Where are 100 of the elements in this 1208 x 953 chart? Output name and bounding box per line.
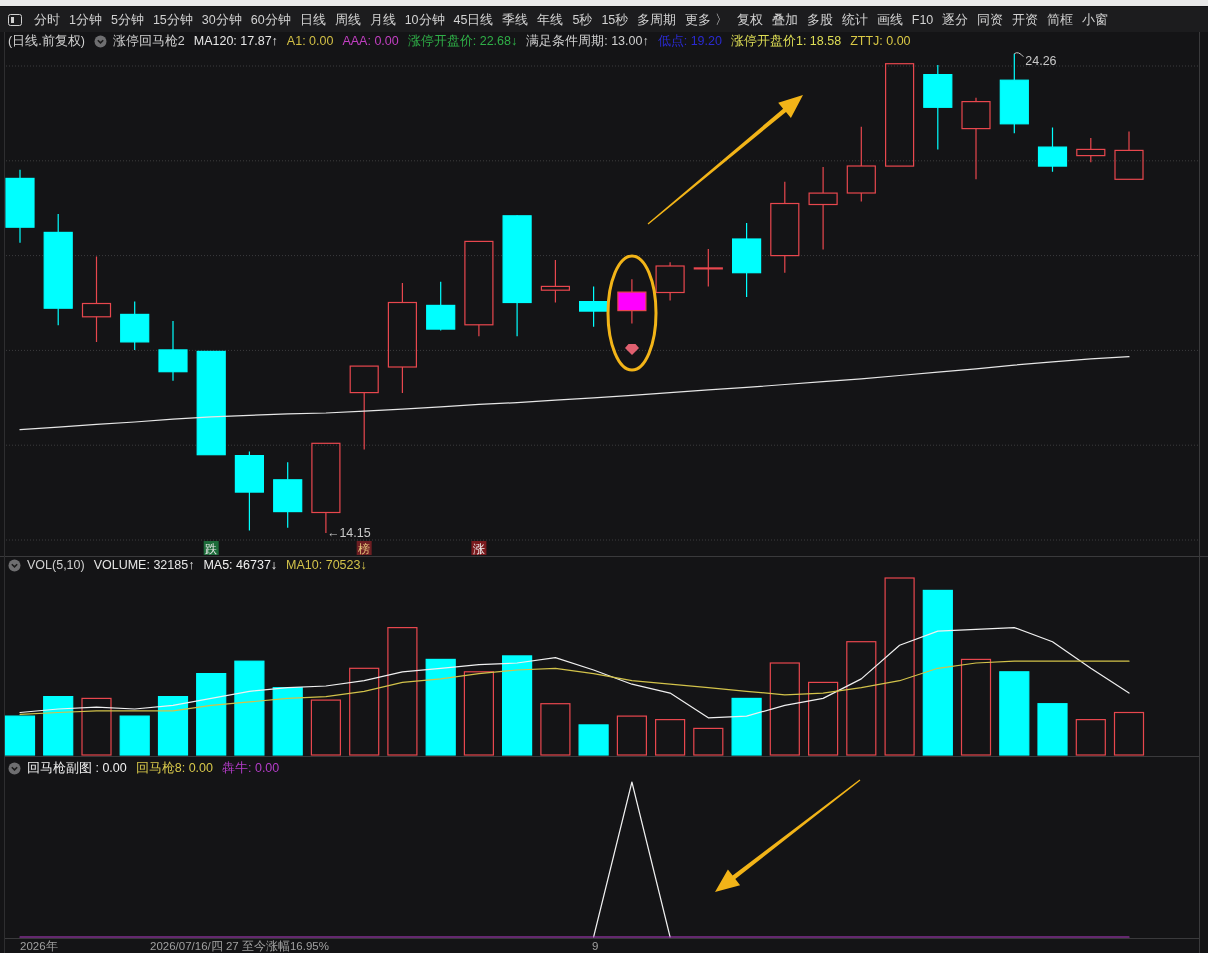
text: 跌 (205, 541, 218, 556)
bar (578, 724, 609, 756)
bar (43, 696, 74, 756)
text: 2026年 (20, 940, 58, 952)
bar (1037, 703, 1068, 756)
text: 回马枪副图 : 0.00 (27, 760, 127, 776)
text: MA5: 46737↓ (203, 557, 278, 573)
candlestick (846, 126, 876, 203)
category-label: 小窗 (1082, 9, 1109, 30)
bar (616, 715, 647, 756)
category-label: 复权 (736, 9, 763, 30)
text: 24.26 (1025, 53, 1057, 68)
candlestick (120, 301, 150, 351)
text: 犇牛: 0.00 (221, 760, 280, 776)
category-label: 周线 (334, 9, 361, 30)
text: 9 (592, 940, 599, 952)
bar (769, 662, 800, 756)
text: AAA: 0.00 (342, 33, 399, 49)
bar (922, 589, 953, 756)
candlestick (273, 461, 303, 529)
bar (81, 697, 112, 756)
bar (425, 658, 456, 756)
bar (387, 627, 418, 756)
text: 榜 (358, 541, 371, 556)
candlestick (5, 169, 35, 244)
candlestick (808, 166, 838, 251)
text: ←14.15 (326, 526, 371, 541)
legend-label: 回马枪8: 0.00 (135, 760, 213, 776)
bar (502, 655, 533, 756)
category-label: 月线 (369, 9, 396, 30)
category-label: 逐分 (942, 9, 969, 30)
candlestick (158, 320, 188, 382)
bar (884, 577, 915, 756)
candlestick (923, 64, 953, 150)
category-label: 简框 (1047, 9, 1074, 30)
category-label: 5秒 (572, 9, 593, 30)
category-label: 开资 (1012, 9, 1039, 30)
category-label: 30分钟 (201, 9, 242, 30)
bar (1075, 719, 1106, 756)
bar (808, 681, 839, 756)
bar (999, 671, 1030, 756)
text: 涨 (472, 541, 485, 556)
chart-subtitle: (日线.前复权) (8, 33, 85, 49)
category-label: 更多 〉 (685, 9, 728, 30)
chart-title: VOL(5,10) (27, 557, 85, 573)
category-label: F10 (911, 9, 934, 30)
category-label: 60分钟 (250, 9, 291, 30)
candlestick (349, 365, 379, 451)
bar (157, 696, 189, 756)
category-label: 15秒 (601, 9, 629, 30)
candlestick (579, 285, 609, 328)
candlestick (961, 97, 991, 180)
bar (234, 660, 265, 756)
category-label: 分时 (34, 9, 60, 30)
category-label: 15分钟 (152, 9, 193, 30)
category-label: 多周期 (637, 9, 677, 30)
text: ZTTJ: 0.00 (850, 33, 911, 49)
text: 涨停开盘价: 22.68↓ (407, 33, 518, 49)
candlestick (732, 222, 762, 298)
candlestick (770, 181, 800, 274)
category-label: 叠加 (771, 9, 798, 30)
category-label: 45日线 (453, 9, 494, 30)
bar (463, 671, 494, 756)
text: 低点: 19.20 (657, 33, 722, 49)
chart-title: 涨停回马枪2 (112, 33, 185, 49)
bar (349, 667, 380, 756)
candlestick (387, 282, 417, 394)
category-label: 同资 (977, 9, 1004, 30)
candlestick (43, 213, 73, 326)
text: 满足条件周期: 13.00↑ (526, 33, 649, 49)
candlestick (234, 450, 264, 532)
category-label: 1分钟 (69, 9, 102, 30)
bar (960, 658, 992, 756)
category-label: 年线 (537, 9, 564, 30)
candlestick (426, 281, 456, 330)
candlestick (464, 240, 494, 337)
text: 涨停开盘价1: 18.58 (730, 33, 842, 49)
text: 2026/07/16/四 27 至今涨幅16.95% (150, 940, 329, 952)
category-label: 季线 (502, 9, 529, 30)
category-label: 5分钟 (110, 9, 144, 30)
text: A1: 0.00 (286, 33, 334, 49)
bar (655, 719, 686, 756)
text: VOLUME: 32185↑ (93, 557, 195, 573)
category-label: 10分钟 (404, 9, 445, 30)
category-label: 多股 (806, 9, 833, 30)
category-label: 画线 (876, 9, 903, 30)
bar (731, 697, 762, 756)
bar (310, 699, 341, 756)
category-label: 日线 (299, 9, 326, 30)
candlestick (1114, 130, 1144, 180)
bar (196, 673, 227, 756)
bar (119, 715, 150, 756)
text: MA120: 17.87↑ (193, 33, 278, 49)
candlestick (1037, 127, 1068, 173)
text: MA10: 70523↓ (286, 557, 367, 573)
candlestick (502, 215, 532, 337)
category-label: 统计 (841, 9, 868, 30)
candlestick (540, 259, 570, 304)
candlestick (81, 256, 112, 343)
bar (540, 703, 571, 756)
